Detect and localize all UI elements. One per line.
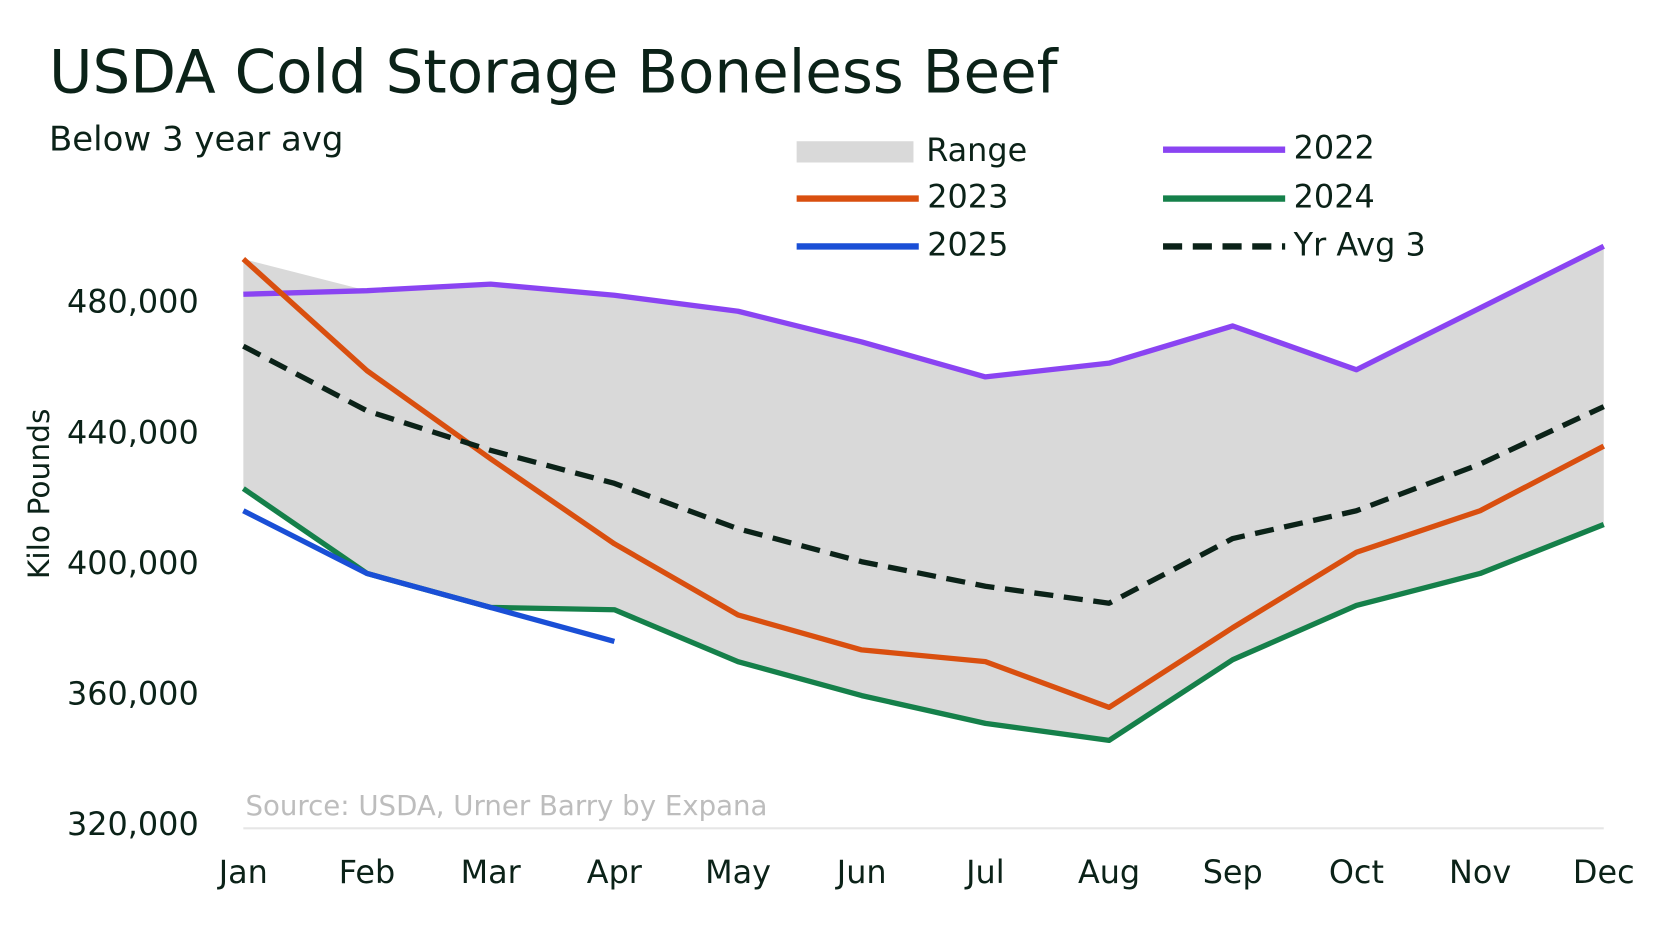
x-tick-label: Aug: [1078, 853, 1140, 891]
legend-label: Range: [926, 131, 1027, 169]
x-tick-label: Feb: [339, 853, 395, 891]
series-line: [243, 243, 1605, 380]
y-tick-label: 360,000: [67, 675, 199, 713]
y-tick-label: 400,000: [67, 544, 199, 582]
x-tick-label: May: [705, 853, 771, 891]
legend-swatch: [796, 141, 914, 163]
series-line: [242, 508, 616, 644]
y-tick-label: 440,000: [67, 413, 199, 451]
x-tick-label: Jun: [835, 853, 887, 891]
legend-label: 2023: [927, 178, 1008, 216]
y-tick-label: 320,000: [67, 805, 199, 843]
x-tick-label: Jul: [964, 853, 1004, 891]
x-tick-label: Mar: [461, 853, 522, 891]
x-tick-label: Apr: [587, 853, 643, 891]
legend-label: 2025: [927, 225, 1008, 263]
series-line: [242, 343, 1605, 606]
legend-label: 2024: [1294, 178, 1375, 216]
source-note: Source: USDA, Urner Barry by Expana: [245, 789, 767, 822]
x-tick-label: Nov: [1449, 853, 1511, 891]
chart-subtitle: Below 3 year avg: [49, 120, 343, 160]
x-tick-label: Dec: [1573, 853, 1635, 891]
legend-label: 2022: [1294, 129, 1375, 167]
range-area: [243, 246, 1604, 741]
x-tick-label: Jan: [217, 853, 268, 891]
x-tick-label: Oct: [1329, 853, 1384, 891]
y-tick-label: 480,000: [67, 283, 199, 321]
legend-label: Yr Avg 3: [1293, 225, 1426, 263]
chart-title: USDA Cold Storage Boneless Beef: [49, 39, 1060, 108]
y-axis-label: Kilo Pounds: [22, 408, 57, 579]
x-tick-label: Sep: [1203, 853, 1263, 891]
